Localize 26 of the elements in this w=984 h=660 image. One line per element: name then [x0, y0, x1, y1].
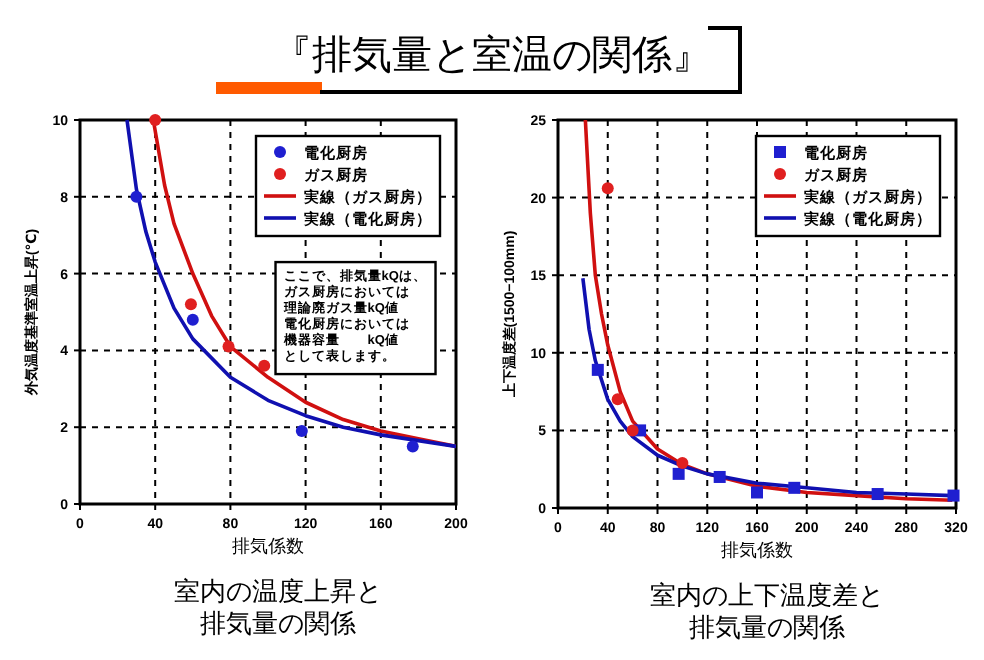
point — [788, 481, 801, 494]
text: 排気量の関係 — [200, 608, 356, 638]
point — [184, 298, 197, 311]
point — [676, 456, 689, 469]
point — [222, 340, 235, 353]
point — [871, 488, 884, 501]
text: 排気量の関係 — [689, 612, 845, 642]
x-axis-title: 排気係数 — [721, 540, 793, 560]
point — [601, 182, 614, 195]
point — [295, 425, 308, 438]
point — [258, 359, 271, 372]
point — [713, 470, 726, 483]
point — [130, 190, 143, 203]
x-axis-title: 排気係数 — [232, 536, 304, 556]
point — [149, 114, 162, 126]
chart-title: 『排気量と室温の関係』 — [272, 32, 712, 78]
point — [947, 489, 960, 502]
point — [626, 424, 639, 437]
point — [591, 363, 604, 376]
text: 室内の上下温度差と — [650, 580, 884, 610]
point — [751, 486, 763, 499]
point — [611, 393, 624, 406]
point — [672, 467, 685, 480]
point — [186, 313, 199, 326]
text: 室内の温度上昇と — [174, 576, 382, 606]
point — [406, 440, 419, 453]
